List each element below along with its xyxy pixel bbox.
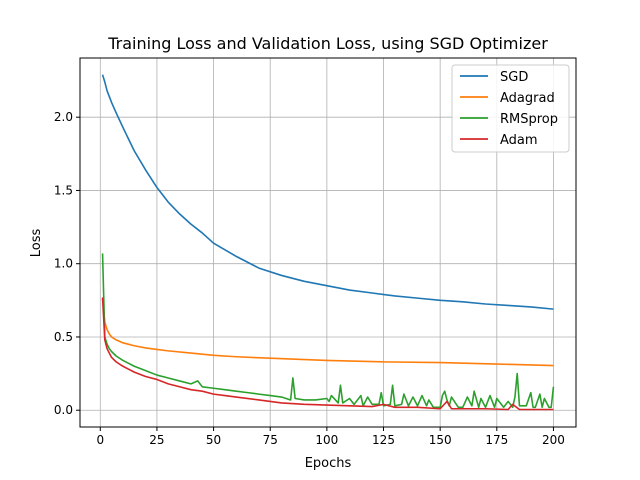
x-axis-ticks: 0 25 50 75 100 125 150 175 200 — [96, 427, 565, 447]
y-axis-ticks: 0.0 0.5 1.0 1.5 2.0 — [54, 110, 80, 417]
legend-label-rmsprop: RMSprop — [500, 112, 558, 127]
x-tick-label: 200 — [542, 433, 565, 447]
legend-box — [451, 64, 570, 153]
x-tick-label: 75 — [263, 433, 278, 447]
x-tick-label: 25 — [149, 433, 164, 447]
y-tick-label: 0.0 — [54, 403, 73, 417]
y-axis-label: Loss — [29, 229, 44, 258]
x-tick-label: 125 — [372, 433, 395, 447]
x-tick-label: 100 — [315, 433, 338, 447]
legend-label-adam: Adam — [500, 133, 538, 148]
y-tick-label: 2.0 — [54, 110, 73, 124]
y-tick-label: 1.5 — [54, 183, 73, 197]
grid-lines — [80, 58, 576, 427]
chart-title: Training Loss and Validation Loss, using… — [107, 34, 548, 53]
series-line-adagrad — [101, 298, 554, 367]
legend: SGD Adagrad RMSprop Adam — [451, 64, 570, 153]
plot-frame — [79, 57, 577, 428]
series-line-rmsprop — [101, 253, 555, 409]
x-tick-label: 175 — [485, 433, 508, 447]
x-tick-label: 150 — [429, 433, 452, 447]
x-tick-label: 0 — [96, 433, 104, 447]
series-line-sgd — [101, 74, 554, 310]
x-axis-label: Epochs — [305, 456, 352, 471]
x-tick-label: 50 — [206, 433, 221, 447]
series-lines — [101, 74, 555, 411]
legend-label-sgd: SGD — [500, 70, 528, 85]
series-line-adam — [101, 297, 554, 411]
legend-label-adagrad: Adagrad — [500, 91, 555, 106]
y-tick-label: 1.0 — [54, 257, 73, 271]
y-tick-label: 0.5 — [54, 330, 73, 344]
